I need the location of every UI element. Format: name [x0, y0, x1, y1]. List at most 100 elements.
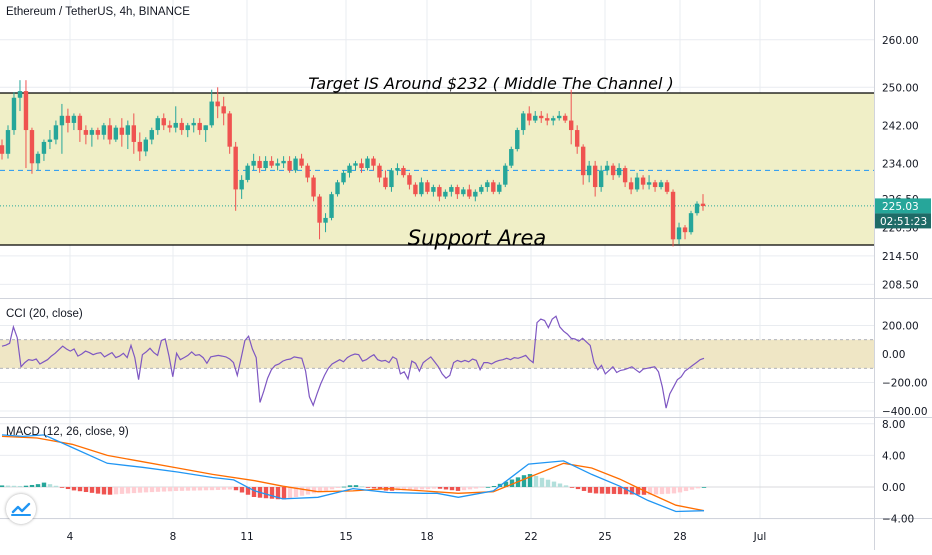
candle-body: [562, 115, 568, 121]
macd-histogram-bar: [83, 487, 89, 493]
macd-histogram-bar: [647, 487, 653, 495]
macd-histogram-bar: [605, 487, 611, 494]
candle-body: [305, 165, 310, 178]
macd-histogram-bar: [527, 474, 533, 487]
candle-body: [449, 187, 454, 192]
macd-histogram-bar: [0, 485, 5, 487]
date-tick-label: 4: [67, 531, 74, 543]
macd-histogram-bar: [587, 487, 593, 493]
candle-body: [143, 139, 148, 152]
date-tick-label: 18: [420, 531, 433, 543]
candle-body: [377, 165, 382, 178]
candle-body: [221, 106, 226, 114]
candle-body: [443, 191, 448, 197]
candle-body: [197, 122, 202, 131]
macd-histogram-bar: [221, 487, 227, 490]
candle-body: [479, 187, 484, 192]
macd-histogram-bar: [695, 487, 701, 489]
candle-body: [287, 160, 292, 171]
macd-histogram-bar: [149, 487, 155, 493]
date-tick-label: 11: [240, 531, 253, 543]
macd-histogram-bar: [65, 487, 71, 490]
macd-pane: [0, 434, 874, 513]
candle-body: [521, 113, 526, 131]
candle-body: [658, 182, 664, 188]
macd-histogram-bar: [401, 487, 407, 491]
macd-histogram-bar: [407, 487, 413, 490]
macd-histogram-bar: [317, 487, 323, 493]
macd-histogram-bar: [281, 487, 287, 500]
candle-body: [203, 125, 208, 131]
macd-tick-label: 4.00: [882, 450, 905, 462]
candle-body: [125, 125, 131, 135]
macd-histogram-bar: [5, 485, 11, 487]
cci-title: CCI (20, close): [6, 308, 83, 320]
tradingview-logo[interactable]: [6, 494, 36, 524]
date-tick-label: 25: [598, 531, 611, 543]
candle-body: [664, 182, 670, 192]
macd-histogram-bar: [185, 487, 191, 491]
candle-body: [329, 194, 334, 218]
logo-icon: [11, 502, 31, 516]
macd-histogram-bar: [485, 486, 491, 488]
macd-histogram-bar: [143, 487, 149, 493]
annotation-layer: Target IS Around $232 ( Middle The Chann…: [308, 74, 674, 250]
candle-body: [580, 146, 586, 176]
candle-body: [485, 182, 490, 188]
cci-tick-label: −200.00: [882, 378, 928, 390]
macd-tick-label: 0.00: [882, 482, 905, 494]
macd-histogram-bar: [449, 487, 455, 491]
chart-title: Ethereum / TetherUS, 4h, BINANCE: [6, 6, 190, 18]
candle-body: [275, 163, 280, 166]
channel-fill: [0, 93, 874, 245]
candle-body: [29, 130, 35, 164]
candle-body: [77, 115, 83, 131]
candle-body: [557, 115, 562, 119]
candle-body: [263, 160, 268, 169]
macd-histogram-bar: [203, 487, 209, 491]
macd-histogram-bar: [197, 487, 203, 491]
macd-histogram-bar: [17, 485, 23, 487]
candle-body: [634, 177, 640, 190]
candle-body: [425, 182, 430, 192]
candle-body: [251, 160, 256, 166]
macd-histogram-bar: [473, 487, 479, 489]
candle-body: [419, 182, 424, 195]
candle-body: [155, 118, 160, 131]
macd-tick-label: −4.00: [882, 514, 914, 526]
candle-body: [107, 125, 113, 140]
candle-body: [365, 158, 370, 169]
candle-body: [455, 187, 460, 195]
macd-histogram-bar: [275, 487, 281, 500]
macd-histogram-bar: [593, 487, 599, 494]
macd-histogram-bar: [71, 487, 77, 491]
macd-histogram-bar: [119, 487, 125, 494]
macd-histogram-bar: [287, 487, 293, 499]
candle-body: [640, 177, 646, 185]
last-price-tag: [875, 198, 931, 214]
macd-histogram-bar: [443, 487, 449, 490]
price-tick-label: 242.00: [882, 120, 919, 132]
macd-histogram-bar: [425, 487, 431, 490]
macd-histogram-bar: [659, 487, 665, 495]
macd-histogram-bar: [635, 487, 641, 495]
macd-histogram-bar: [533, 475, 539, 487]
macd-histogram-bar: [575, 487, 581, 490]
candle-body: [71, 115, 77, 123]
macd-histogram-bar: [617, 487, 623, 495]
candle-body: [646, 182, 652, 185]
macd-histogram-bar: [23, 485, 29, 487]
price-tick-label: 214.50: [882, 251, 919, 263]
cci-line: [1, 315, 705, 409]
macd-histogram-bar: [53, 485, 59, 487]
macd-histogram-bar: [413, 487, 419, 490]
macd-histogram-bar: [125, 487, 131, 494]
macd-histogram-bar: [359, 486, 365, 488]
candle-body: [53, 125, 59, 140]
macd-histogram-bar: [233, 487, 239, 491]
candle-body: [395, 168, 400, 171]
countdown-tag: [875, 213, 931, 229]
macd-histogram-bar: [131, 487, 137, 494]
macd-histogram-bar: [341, 486, 347, 488]
